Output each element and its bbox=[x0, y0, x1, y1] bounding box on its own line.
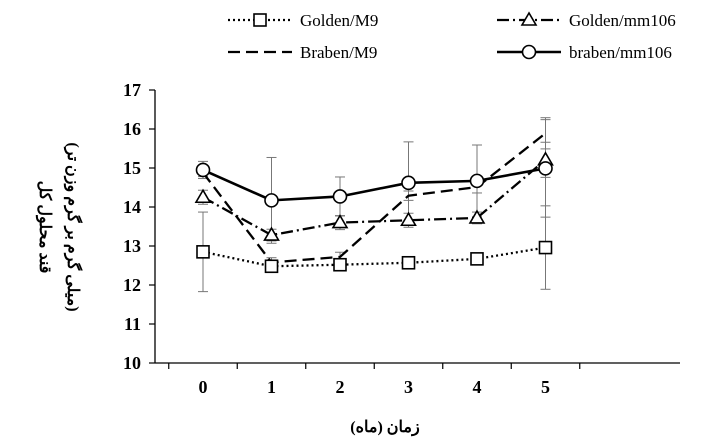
data-point-braben-mm106 bbox=[469, 173, 485, 189]
y-tick-label: 17 bbox=[123, 80, 141, 100]
data-point-golden-mm106 bbox=[194, 188, 212, 204]
legend-label-golden-m9: Golden/M9 bbox=[300, 11, 378, 30]
legend-marker-braben-mm106 bbox=[521, 44, 537, 60]
series-markers bbox=[194, 151, 554, 274]
legend: Golden/M9 Golden/mm106 Braben/M9 braben/mm1… bbox=[228, 11, 676, 62]
data-point-golden-m9 bbox=[538, 240, 553, 255]
x-tick-label: 1 bbox=[267, 377, 276, 397]
data-point-braben-mm106 bbox=[538, 161, 553, 176]
y-tick-label: 16 bbox=[123, 119, 141, 139]
legend-label-braben-mm106: braben/mm106 bbox=[569, 43, 672, 62]
data-point-braben-mm106 bbox=[332, 189, 348, 204]
legend-marker-golden-m9 bbox=[253, 13, 267, 27]
data-point-golden-mm106 bbox=[331, 214, 349, 229]
data-point-braben-mm106 bbox=[264, 193, 279, 208]
x-axis-title: زمان (ماه) bbox=[350, 419, 420, 437]
x-tick-label: 4 bbox=[473, 377, 482, 397]
legend-label-golden-mm106: Golden/mm106 bbox=[569, 11, 676, 30]
x-tick-label: 5 bbox=[541, 377, 550, 397]
data-point-golden-mm106 bbox=[263, 226, 280, 241]
series-line-braben-mm106 bbox=[202, 167, 546, 202]
y-tick-label: 11 bbox=[124, 314, 141, 334]
series-line-golden-m9 bbox=[202, 246, 546, 268]
legend-marker-golden-mm106 bbox=[520, 11, 538, 26]
legend-label-braben-m9: Braben/M9 bbox=[300, 43, 377, 62]
axis-titles: زمان (ماه) قند محلول کل (میلی گرم بر گرم… bbox=[35, 142, 420, 437]
error-bars bbox=[198, 117, 551, 293]
x-tick-label: 2 bbox=[336, 377, 345, 397]
data-point-golden-m9 bbox=[401, 255, 416, 270]
y-axis-title: قند محلول کل bbox=[35, 181, 53, 274]
data-point-golden-mm106 bbox=[400, 211, 417, 227]
y-axis-title-unit: (میلی گرم بر گرم وزن تر) bbox=[63, 142, 83, 311]
data-point-golden-mm106 bbox=[468, 209, 486, 224]
series-line-braben-m9 bbox=[202, 132, 547, 264]
data-point-braben-mm106 bbox=[401, 175, 416, 191]
y-tick-label: 13 bbox=[123, 236, 141, 256]
data-point-golden-m9 bbox=[333, 257, 347, 272]
data-point-golden-m9 bbox=[264, 259, 279, 274]
y-tick-label: 14 bbox=[123, 197, 141, 217]
x-tick-label: 3 bbox=[404, 377, 413, 397]
y-tick-label: 12 bbox=[123, 275, 141, 295]
x-tick-label: 0 bbox=[199, 377, 208, 397]
data-point-braben-mm106 bbox=[195, 162, 211, 178]
series-line-golden-mm106 bbox=[202, 158, 547, 237]
data-point-golden-m9 bbox=[196, 245, 210, 259]
y-tick-label: 10 bbox=[123, 353, 141, 373]
series-lines bbox=[202, 132, 547, 268]
data-point-golden-m9 bbox=[470, 252, 484, 266]
y-tick-label: 15 bbox=[123, 158, 141, 178]
